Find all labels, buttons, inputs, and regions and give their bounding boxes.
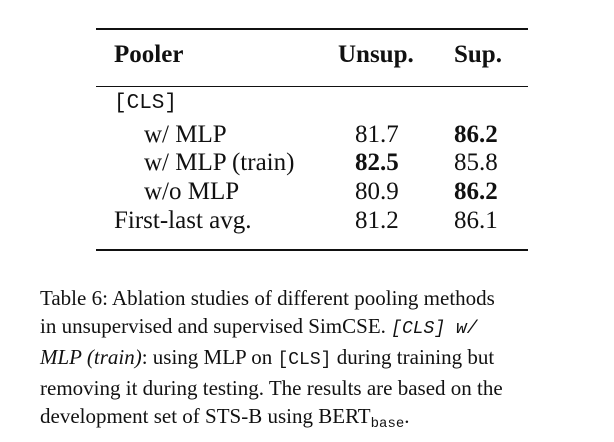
header-unsup: Unsup. <box>338 41 414 68</box>
caption-code: [CLS] w/ <box>391 319 478 339</box>
caption-code: [CLS] <box>277 350 332 370</box>
caption-text: removing it during testing. The results … <box>40 376 503 400</box>
table-header-rule <box>96 86 528 87</box>
header-sup: Sup. <box>454 41 502 68</box>
table-bottom-rule <box>96 249 528 251</box>
caption-text: in unsupervised and supervised SimCSE. <box>40 314 392 338</box>
caption-line: Table 6: Ablation studies of different p… <box>40 284 590 312</box>
cell-sup: 86.2 <box>454 178 498 205</box>
group-label-cls: [CLS] <box>114 92 178 115</box>
caption-text: . <box>404 404 410 428</box>
cell-sup: 85.8 <box>454 149 498 176</box>
cell-sup: 86.2 <box>454 121 498 148</box>
caption-text: : using MLP on <box>141 345 278 369</box>
table-top-rule <box>96 28 528 30</box>
caption-line: in unsupervised and supervised SimCSE. [… <box>40 312 590 343</box>
cell-unsup: 80.9 <box>355 178 399 205</box>
caption-italic: MLP (train) <box>40 345 142 369</box>
cell-unsup: 81.2 <box>355 207 399 234</box>
caption-subscript: base <box>370 416 405 432</box>
caption-text: development set of STS-B using BERT <box>40 404 371 428</box>
row-label: w/ MLP <box>144 121 227 148</box>
cell-sup: 86.1 <box>454 207 498 234</box>
caption-text: during training but <box>331 345 495 369</box>
row-label: First-last avg. <box>114 207 252 234</box>
caption-line: development set of STS-B using BERTbase. <box>40 402 590 432</box>
cell-unsup: 82.5 <box>355 149 399 176</box>
table-caption: Table 6: Ablation studies of different p… <box>40 284 590 432</box>
caption-text: Table 6: Ablation studies of different p… <box>40 286 495 310</box>
caption-line: removing it during testing. The results … <box>40 374 590 402</box>
row-label: w/o MLP <box>144 178 240 205</box>
header-pooler: Pooler <box>114 41 184 68</box>
caption-line: MLP (train): using MLP on [CLS] during t… <box>40 343 590 374</box>
cell-unsup: 81.7 <box>355 121 399 148</box>
row-label: w/ MLP (train) <box>144 149 295 176</box>
